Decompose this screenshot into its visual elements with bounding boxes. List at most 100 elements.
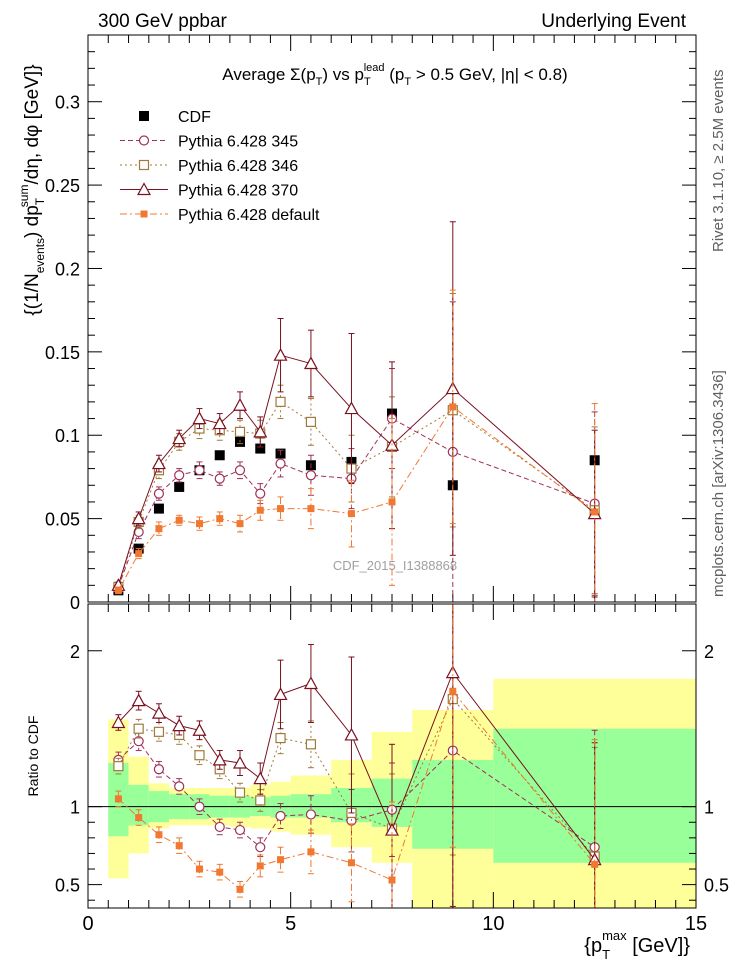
data-point: [347, 510, 355, 518]
legend-label: Pythia 6.428 370: [178, 183, 298, 200]
y-tick-label: 0.05: [45, 510, 80, 530]
rivet-label: Rivet 3.1.10, ≥ 2.5M events: [710, 70, 727, 253]
data-point: [445, 381, 460, 395]
data-point: [347, 859, 355, 867]
series-line: [117, 354, 595, 586]
data-point: [305, 809, 317, 820]
data-point: [153, 488, 165, 499]
data-point: [305, 470, 317, 481]
data-point: [236, 885, 244, 893]
y-tick-label: 0.1: [55, 426, 80, 446]
data-point: [175, 842, 183, 850]
data-point: [153, 726, 165, 737]
data-point: [344, 727, 359, 741]
data-point: [212, 752, 227, 766]
ratio-y-tick-label-right: 1: [704, 798, 714, 818]
data-point: [195, 520, 203, 528]
mcplots-label: mcplots.cern.ch [arXiv:1306.3436]: [710, 370, 727, 597]
data-point: [114, 795, 122, 803]
data-point: [234, 465, 246, 476]
x-tick-label: 5: [285, 913, 296, 935]
x-tick-label: 0: [82, 913, 93, 935]
data-point: [388, 876, 396, 884]
legend-item-cdf: CDF: [139, 109, 211, 126]
data-point: [151, 456, 166, 470]
data-point: [273, 687, 288, 701]
ratio-y-axis-label: Ratio to CDF: [25, 716, 41, 797]
series-pythia-6-428-370: [111, 603, 602, 909]
legend-marker: [138, 159, 150, 171]
data-point: [114, 586, 122, 594]
legend-marker: [138, 135, 150, 146]
data-point: [192, 723, 207, 736]
ratio-y-tick-label: 2: [70, 642, 80, 662]
legend-marker: [140, 210, 148, 218]
data-point: [174, 481, 185, 492]
data-point: [214, 473, 225, 484]
legend-label: Pythia 6.428 345: [178, 134, 298, 151]
legend-item-pythia-6-428-default: Pythia 6.428 default: [120, 207, 320, 224]
data-point: [255, 443, 266, 454]
legend-label: CDF: [178, 109, 211, 126]
data-point: [232, 397, 248, 411]
data-point: [216, 868, 224, 876]
data-point: [591, 508, 599, 516]
data-point: [151, 705, 166, 719]
data-point: [216, 515, 224, 523]
data-point: [275, 732, 286, 744]
data-point: [155, 831, 163, 839]
ratio-y-tick-label: 0.5: [55, 876, 80, 896]
data-point: [275, 458, 286, 469]
x-axis-label: {pTmax [GeV]}: [584, 928, 690, 962]
y-tick-label: 0.25: [45, 176, 80, 196]
y-axis-label: {(1/Nevents) dpTsum/dη, dφ [GeV]}: [17, 64, 47, 315]
data-point: [305, 739, 317, 750]
data-point: [214, 821, 225, 833]
data-point: [344, 401, 359, 415]
legend-item-pythia-6-428-345: Pythia 6.428 345: [120, 134, 298, 151]
data-point: [153, 503, 164, 514]
data-point: [232, 755, 248, 769]
data-point: [449, 403, 457, 411]
data-point: [305, 416, 317, 427]
data-point: [131, 693, 146, 707]
data-point: [155, 525, 163, 533]
legend-label: Pythia 6.428 346: [178, 158, 298, 175]
data-point: [273, 347, 288, 361]
data-point: [277, 856, 285, 864]
data-point: [194, 801, 205, 812]
data-point: [133, 723, 144, 734]
ratio-band-stat: [128, 784, 149, 826]
data-point: [135, 550, 143, 558]
legend-item-pythia-6-428-370: Pythia 6.428 370: [120, 182, 298, 200]
data-point: [192, 411, 207, 425]
ratio-y-tick-label: 1: [70, 798, 80, 818]
data-point: [303, 676, 318, 690]
data-point: [234, 824, 246, 836]
data-point: [591, 860, 599, 868]
data-point: [212, 416, 227, 430]
data-point: [445, 665, 460, 679]
data-point: [234, 426, 246, 437]
header-left: 300 GeV ppbar: [98, 11, 228, 32]
data-point: [175, 516, 183, 524]
watermark: CDF_2015_I1388868: [333, 558, 457, 573]
data-point: [131, 511, 146, 525]
data-point: [255, 488, 266, 499]
data-point: [275, 396, 286, 407]
data-point: [275, 810, 286, 822]
data-point: [255, 842, 266, 853]
y-tick-label: 0.15: [45, 343, 80, 363]
data-point: [303, 356, 318, 370]
data-point: [307, 848, 315, 856]
data-point: [255, 795, 266, 806]
data-point: [195, 865, 203, 873]
y-tick-label: 0: [70, 593, 80, 613]
data-point: [172, 431, 187, 445]
data-point: [277, 505, 285, 513]
y-tick-label: 0.2: [55, 259, 80, 279]
series-line: [118, 690, 596, 890]
series-pythia-6-428-default: [114, 603, 599, 909]
ratio-y-tick-label-right: 0.5: [704, 876, 729, 896]
